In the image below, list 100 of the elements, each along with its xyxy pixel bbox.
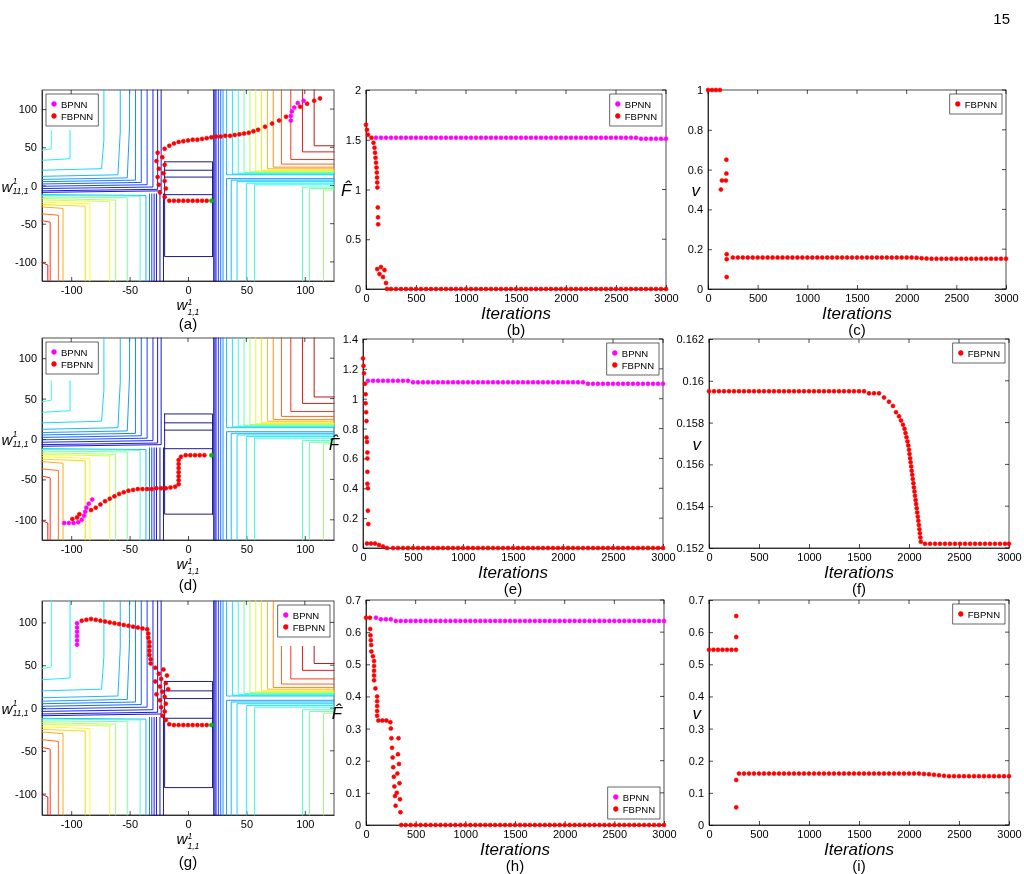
y-tick-label: 0.154 [676,500,704,513]
text: (h) [505,857,525,874]
y-axis-title: F̂ [331,702,344,722]
text: (e) [503,580,523,597]
x-axis-title: Iterations [822,304,893,323]
x-tick-label: 500 [750,827,769,840]
x-tick-label: 1500 [503,827,528,840]
y-tick-label: -100 [14,255,37,268]
x-tick-label: 100 [296,817,315,830]
text: (c) [848,321,866,338]
x-tick-label: 1000 [795,291,821,304]
y-tick-label: 0.7 [345,594,361,607]
y-tick-label: 0.8 [687,123,703,136]
x-tick-label: -100 [60,283,83,296]
text: (f) [851,580,867,597]
x-tick-label: 50 [240,283,254,296]
y-tick-label: -100 [14,513,37,526]
x-tick-label: -50 [122,283,139,296]
legend-label: BPNN [61,346,88,358]
y-tick-label: -50 [21,473,37,486]
text: (a) [178,315,198,332]
x-axis-title: Iterations [481,304,552,323]
y-tick-label: 0.3 [688,722,704,735]
x-tick-label: 2000 [552,827,578,840]
x-tick-label: -100 [60,542,83,555]
y-tick-label: 0.7 [688,594,704,607]
y-tick-label: 0 [30,433,37,446]
x-tick-label: 2500 [604,291,629,304]
y-tick-label: 0.2 [342,512,358,525]
y-tick-label: -50 [21,744,37,757]
x-tick-label: 3000 [994,291,1019,304]
y-tick-label: 0.158 [676,416,704,429]
legend-label: FBPNN [967,608,1001,620]
legend-label: FBPNN [61,358,94,370]
x-tick-label: 500 [407,291,426,304]
x-tick-label: 500 [750,550,769,563]
y-tick-label: 0.2 [688,754,704,767]
x-tick-label: 0 [185,542,192,555]
y-tick-label: 0.2 [345,754,361,767]
x-tick-label: 2500 [944,291,970,304]
x-tick-label: 2000 [554,291,579,304]
y-tick-label: 1 [354,183,361,196]
y-tick-label: 0.1 [688,786,704,799]
y-tick-label: 0.6 [688,626,704,639]
y-tick-label: 2 [354,84,361,97]
x-tick-label: 2500 [947,827,972,840]
x-tick-label: -50 [122,817,139,830]
y-tick-label: 50 [24,392,37,405]
x-tick-label: 2000 [894,291,920,304]
y-tick-label: 0.6 [342,452,358,465]
x-tick-label: 2000 [551,550,576,563]
x-tick-label: 1500 [845,291,870,304]
x-tick-label: 0 [706,550,713,563]
y-tick-label: 0 [30,179,37,192]
x-tick-label: 1500 [847,550,872,563]
x-tick-label: 2000 [897,550,922,563]
legend-label: FBPNN [621,359,655,371]
x-tick-label: 0 [705,291,712,304]
text: (g) [178,853,198,870]
x-tick-label: 500 [404,550,423,563]
x-tick-label: 1500 [504,291,529,304]
y-tick-label: 0.156 [676,458,704,471]
y-tick-label: 100 [18,616,37,629]
y-tick-label: 1 [696,84,703,97]
y-tick-label: 100 [18,103,37,116]
y-tick-label: 0.8 [342,422,358,435]
legend-label: BPNN [292,609,320,621]
x-tick-label: 0 [363,291,370,304]
y-axis-title: v [692,703,703,722]
legend-label: FBPNN [967,347,1001,359]
legend-label: BPNN [622,791,650,803]
x-tick-label: 3000 [997,827,1022,840]
text: (d) [178,576,198,593]
y-axis-title: F̂ [340,179,353,199]
x-tick-label: 3000 [654,291,679,304]
y-tick-label: 0.152 [676,542,704,555]
text: (b) [506,321,526,338]
y-tick-label: 0.16 [682,374,704,387]
x-tick-label: -100 [60,817,83,830]
legend-label: BPNN [621,347,649,359]
y-tick-label: 100 [18,352,37,365]
y-axis-title: v [691,180,702,199]
y-tick-label: 0 [30,702,37,715]
x-tick-label: 0 [706,827,713,840]
x-axis-title: Iterations [480,840,551,859]
y-tick-label: 0.6 [345,626,361,639]
y-tick-label: 50 [24,659,37,672]
x-tick-label: 1500 [847,827,872,840]
x-tick-label: 1000 [453,827,479,840]
y-tick-label: -50 [21,217,37,230]
x-tick-label: 1000 [797,827,822,840]
legend-label: FBPNN [61,110,94,122]
x-tick-label: 100 [296,283,315,296]
x-axis-title: Iterations [824,563,895,582]
x-tick-label: 2500 [602,827,628,840]
y-tick-label: 50 [24,141,37,154]
legend-label: FBPNN [624,110,658,122]
y-tick-label: 0.2 [687,243,703,256]
x-tick-label: 1000 [451,550,476,563]
x-tick-label: -50 [122,542,139,555]
